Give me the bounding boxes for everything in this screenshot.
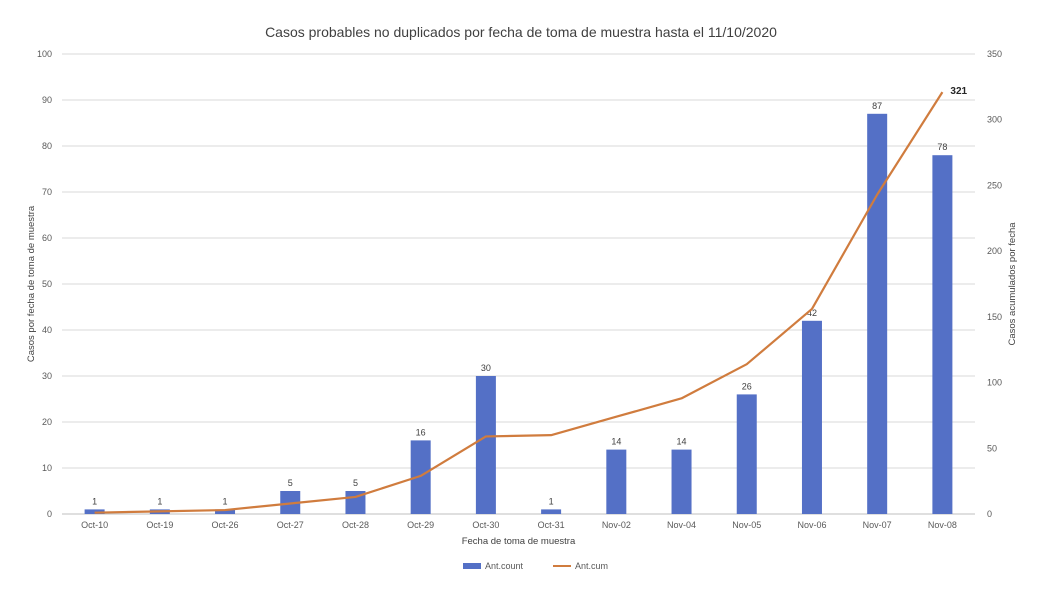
y-tick-label: 70 [42,187,52,197]
x-tick-label: Oct-26 [212,520,239,530]
y2-tick-label: 300 [987,115,1002,125]
y-tick-label: 100 [37,49,52,59]
y-tick-label: 90 [42,95,52,105]
x-tick-label: Oct-29 [407,520,434,530]
bar [475,376,496,514]
x-tick-label: Oct-27 [277,520,304,530]
bar [867,113,888,515]
y2-tick-label: 350 [987,49,1002,59]
y-tick-label: 50 [42,279,52,289]
x-axis-title: Fecha de toma de muestra [462,536,576,547]
y2-tick-label: 50 [987,443,997,453]
y-tick-label: 60 [42,233,52,243]
chart-title: Casos probables no duplicados por fecha … [265,24,777,40]
bar-data-label: 78 [937,142,947,152]
y-tick-label: 80 [42,141,52,151]
bar [215,509,236,514]
y2-axis-title: Casos acumulados por fecha [1007,222,1018,346]
bar [801,320,822,514]
y2-tick-label: 200 [987,246,1002,256]
cumulative-line [94,91,944,514]
y-tick-label: 40 [42,325,52,335]
x-tick-label: Oct-30 [472,520,499,530]
x-tick-label: Nov-07 [863,520,892,530]
bar-data-label: 26 [742,381,752,391]
legend-bar-swatch [463,563,481,569]
bar-data-label: 14 [677,437,687,447]
bar-data-label: 1 [92,496,97,506]
cumulative-end-label: 321 [950,86,967,97]
y2-tick-label: 150 [987,312,1002,322]
x-tick-label: Nov-04 [667,520,696,530]
bar-data-label: 5 [288,478,293,488]
x-tick-label: Nov-08 [928,520,957,530]
y-axis-title: Casos por fecha de toma de muestra [26,205,37,362]
bar-data-label: 87 [872,101,882,111]
bar [932,155,953,514]
y2-tick-label: 100 [987,378,1002,388]
bar-data-label: 1 [223,496,228,506]
x-tick-label: Oct-10 [81,520,108,530]
x-tick-label: Nov-06 [797,520,826,530]
bar-data-label: 16 [416,427,426,437]
bar [671,449,692,514]
x-tick-label: Nov-02 [602,520,631,530]
y-tick-label: 20 [42,417,52,427]
bar [541,509,562,514]
bar-data-label: 5 [353,478,358,488]
x-tick-label: Oct-28 [342,520,369,530]
y-tick-label: 0 [47,509,52,519]
bar [410,440,431,514]
legend-bar-label: Ant.count [485,561,524,571]
x-tick-label: Nov-05 [732,520,761,530]
bar [736,394,757,514]
y-tick-label: 30 [42,371,52,381]
x-tick-label: Oct-31 [538,520,565,530]
bar-data-label: 14 [611,437,621,447]
y-tick-label: 10 [42,463,52,473]
bar-data-label: 1 [157,496,162,506]
x-tick-label: Oct-19 [146,520,173,530]
y2-tick-label: 0 [987,509,992,519]
bar-data-label: 30 [481,363,491,373]
y2-tick-label: 250 [987,180,1002,190]
bar [606,449,627,514]
bar-data-label: 1 [549,496,554,506]
bar-data-label: 42 [807,308,817,318]
legend-line-label: Ant.cum [575,561,608,571]
